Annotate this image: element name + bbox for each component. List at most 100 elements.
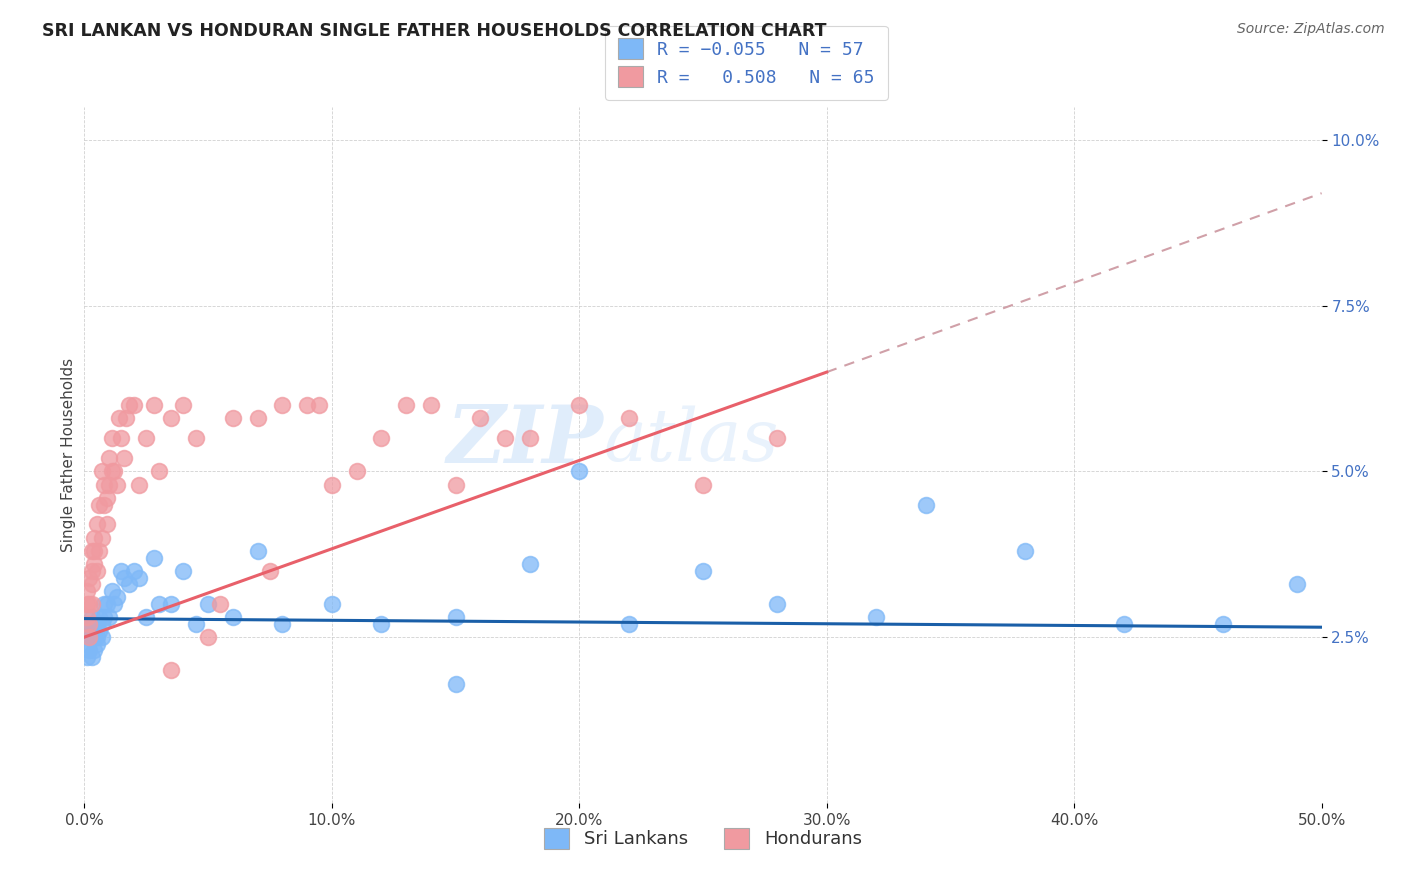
Point bbox=[370, 616, 392, 631]
Point bbox=[617, 411, 640, 425]
Point bbox=[103, 465, 125, 479]
Point bbox=[160, 663, 183, 677]
Point bbox=[142, 550, 165, 565]
Point bbox=[1014, 544, 1036, 558]
Point bbox=[79, 616, 101, 631]
Point bbox=[86, 616, 108, 631]
Point bbox=[79, 570, 101, 584]
Point bbox=[112, 570, 135, 584]
Point bbox=[79, 630, 101, 644]
Legend: Sri Lankans, Hondurans: Sri Lankans, Hondurans bbox=[530, 814, 876, 863]
Point bbox=[172, 398, 194, 412]
Point bbox=[172, 564, 194, 578]
Point bbox=[105, 591, 128, 605]
Point bbox=[914, 498, 936, 512]
Point bbox=[148, 597, 170, 611]
Point bbox=[246, 544, 269, 558]
Text: SRI LANKAN VS HONDURAN SINGLE FATHER HOUSEHOLDS CORRELATION CHART: SRI LANKAN VS HONDURAN SINGLE FATHER HOU… bbox=[42, 22, 827, 40]
Point bbox=[568, 465, 591, 479]
Point bbox=[1212, 616, 1234, 631]
Point bbox=[90, 616, 112, 631]
Point bbox=[395, 398, 418, 412]
Point bbox=[100, 583, 122, 598]
Text: ZIP: ZIP bbox=[447, 402, 605, 480]
Point bbox=[321, 477, 343, 491]
Point bbox=[89, 624, 111, 638]
Point bbox=[110, 431, 132, 445]
Point bbox=[617, 616, 640, 631]
Point bbox=[444, 676, 467, 690]
Point bbox=[79, 624, 101, 638]
Point bbox=[110, 564, 132, 578]
Point bbox=[568, 398, 591, 412]
Point bbox=[90, 465, 112, 479]
Point bbox=[76, 650, 98, 665]
Point bbox=[98, 477, 121, 491]
Point bbox=[321, 597, 343, 611]
Point bbox=[86, 517, 108, 532]
Point bbox=[80, 650, 103, 665]
Point bbox=[100, 431, 122, 445]
Point bbox=[259, 564, 281, 578]
Point bbox=[100, 465, 122, 479]
Point bbox=[271, 616, 294, 631]
Point bbox=[76, 597, 98, 611]
Point bbox=[80, 544, 103, 558]
Point bbox=[80, 597, 103, 611]
Text: Source: ZipAtlas.com: Source: ZipAtlas.com bbox=[1237, 22, 1385, 37]
Point bbox=[79, 643, 101, 657]
Point bbox=[80, 577, 103, 591]
Point bbox=[692, 564, 714, 578]
Point bbox=[93, 597, 115, 611]
Point bbox=[83, 558, 105, 572]
Point bbox=[115, 411, 138, 425]
Point bbox=[79, 630, 101, 644]
Point bbox=[96, 517, 118, 532]
Point bbox=[494, 431, 516, 445]
Point bbox=[76, 637, 98, 651]
Point bbox=[90, 531, 112, 545]
Point bbox=[108, 411, 131, 425]
Point bbox=[80, 610, 103, 624]
Point bbox=[83, 624, 105, 638]
Point bbox=[135, 610, 157, 624]
Point bbox=[80, 630, 103, 644]
Point bbox=[76, 583, 98, 598]
Point bbox=[122, 398, 145, 412]
Point bbox=[96, 597, 118, 611]
Point bbox=[86, 637, 108, 651]
Point bbox=[83, 630, 105, 644]
Point bbox=[98, 451, 121, 466]
Point bbox=[103, 597, 125, 611]
Point bbox=[222, 411, 245, 425]
Point bbox=[197, 597, 219, 611]
Point bbox=[93, 498, 115, 512]
Point bbox=[93, 477, 115, 491]
Point bbox=[209, 597, 232, 611]
Point bbox=[766, 597, 789, 611]
Point bbox=[519, 431, 541, 445]
Point bbox=[766, 431, 789, 445]
Point bbox=[118, 577, 141, 591]
Point bbox=[112, 451, 135, 466]
Point bbox=[122, 564, 145, 578]
Point bbox=[86, 564, 108, 578]
Point bbox=[86, 630, 108, 644]
Point bbox=[271, 398, 294, 412]
Point bbox=[519, 558, 541, 572]
Point bbox=[89, 544, 111, 558]
Point bbox=[76, 616, 98, 631]
Point bbox=[148, 465, 170, 479]
Point bbox=[80, 616, 103, 631]
Point bbox=[128, 477, 150, 491]
Point bbox=[96, 491, 118, 505]
Point bbox=[135, 431, 157, 445]
Text: atlas: atlas bbox=[605, 406, 779, 476]
Point bbox=[184, 616, 207, 631]
Point bbox=[105, 477, 128, 491]
Point bbox=[89, 498, 111, 512]
Point bbox=[444, 610, 467, 624]
Point bbox=[83, 544, 105, 558]
Point bbox=[184, 431, 207, 445]
Point bbox=[83, 531, 105, 545]
